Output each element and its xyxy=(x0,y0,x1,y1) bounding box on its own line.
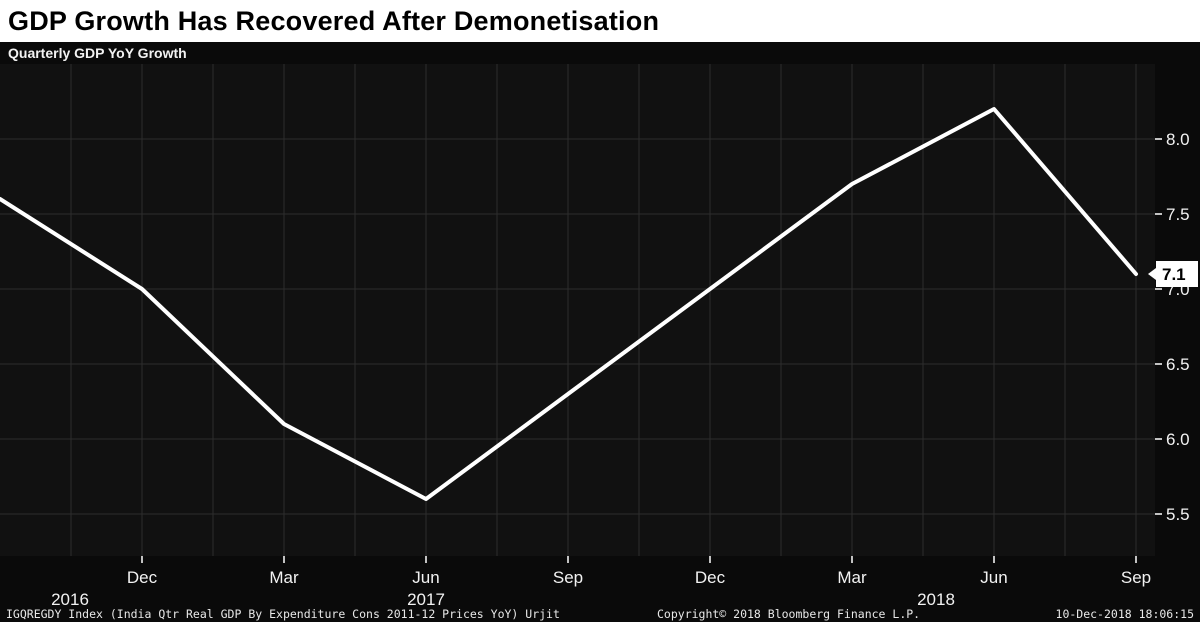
title-bar: GDP Growth Has Recovered After Demonetis… xyxy=(0,0,1200,42)
subtitle-bar: Quarterly GDP YoY Growth xyxy=(0,42,1200,64)
price-tag-pointer xyxy=(1148,268,1156,280)
plot-background xyxy=(0,64,1155,556)
last-price-label: 7.1 xyxy=(1162,265,1186,284)
year-label: 2016 xyxy=(51,590,89,606)
y-axis-label: 5.5 xyxy=(1166,505,1190,524)
footer-copyright: Copyright© 2018 Bloomberg Finance L.P. xyxy=(657,607,921,621)
year-label: 2017 xyxy=(407,590,445,606)
year-label: 2018 xyxy=(917,590,955,606)
x-axis-label: Dec xyxy=(695,568,726,587)
y-axis-label: 7.5 xyxy=(1166,205,1190,224)
footer: IGQREGDY Index (India Qtr Real GDP By Ex… xyxy=(0,605,1200,622)
bottom-border xyxy=(0,622,1200,625)
footer-ticker-info: IGQREGDY Index (India Qtr Real GDP By Ex… xyxy=(6,607,560,621)
gdp-line-series xyxy=(0,107,1138,501)
footer-timestamp: 10-Dec-2018 18:06:15 xyxy=(1055,607,1194,621)
y-axis-label: 8.0 xyxy=(1166,130,1190,149)
chart-area: 5.5 6.0 6.5 7.0 7.5 8.0 Dec Mar Jun Sep Dec Mar Jun S… xyxy=(0,64,1200,609)
chart-subtitle: Quarterly GDP YoY Growth xyxy=(8,45,187,61)
x-axis-label: Sep xyxy=(553,568,583,587)
x-axis-label: Jun xyxy=(412,568,439,587)
x-axis-label: Mar xyxy=(269,568,299,587)
y-axis-label: 6.5 xyxy=(1166,355,1190,374)
x-axis-label: Jun xyxy=(980,568,1007,587)
x-axis-label: Sep xyxy=(1121,568,1151,587)
chart-title: GDP Growth Has Recovered After Demonetis… xyxy=(8,5,660,36)
price-tag xyxy=(1156,261,1198,287)
x-axis-label: Mar xyxy=(837,568,867,587)
x-axis-label: Dec xyxy=(127,568,158,587)
y-axis-label: 6.0 xyxy=(1166,430,1190,449)
